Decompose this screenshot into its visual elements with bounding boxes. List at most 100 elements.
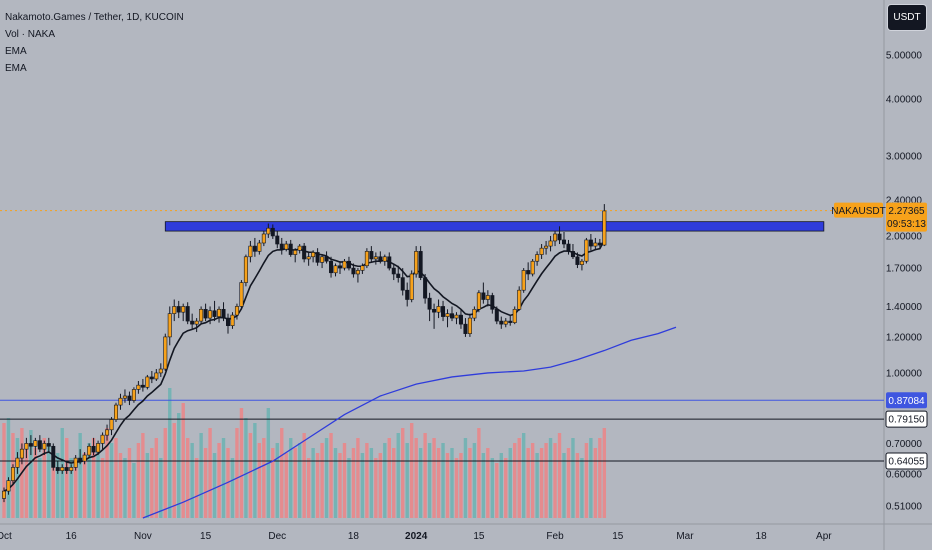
candle-body[interactable] [46,443,51,447]
candle-body[interactable] [19,448,24,459]
candle-body[interactable] [490,295,495,310]
candle-body[interactable] [441,306,446,317]
candle-body[interactable] [114,404,119,420]
candle-body[interactable] [409,273,414,300]
candle-body[interactable] [521,270,526,291]
candle-body[interactable] [288,243,293,255]
candle-body[interactable] [33,440,38,447]
candle-body[interactable] [82,454,87,462]
candle-body[interactable] [176,306,181,313]
candle-body[interactable] [414,251,419,275]
candle-body[interactable] [297,245,302,251]
candle-body[interactable] [467,317,472,334]
candle-body[interactable] [158,368,163,374]
candle-body[interactable] [131,389,136,401]
candle-body[interactable] [423,277,428,299]
candle-body[interactable] [136,384,141,390]
candle-body[interactable] [279,243,284,250]
candle-body[interactable] [145,376,150,388]
candle-body[interactable] [212,310,217,317]
volume-indicator-label[interactable]: Vol · NAKA [5,29,56,40]
candle-body[interactable] [449,313,454,319]
candle-body[interactable] [239,282,244,307]
candle-body[interactable] [284,243,289,250]
ema-indicator-label[interactable]: EMA [5,46,27,57]
candle-body[interactable] [51,445,56,468]
candle-body[interactable] [360,265,365,271]
candle-body[interactable] [185,306,190,322]
candle-body[interactable] [243,256,248,283]
candle-body[interactable] [593,242,598,247]
candle-body[interactable] [499,320,504,325]
candle-body[interactable] [266,227,271,235]
candle-body[interactable] [315,252,320,263]
candle-body[interactable] [105,429,110,436]
candle-body[interactable] [172,306,177,314]
candle-body[interactable] [494,308,499,322]
candle-body[interactable] [597,242,602,246]
candle-body[interactable] [512,308,517,323]
candle-body[interactable] [248,245,253,258]
candle-body[interactable] [391,267,396,275]
candle-body[interactable] [579,260,584,265]
candle-body[interactable] [163,336,168,370]
candle-body[interactable] [526,270,531,275]
candle-body[interactable] [217,308,222,317]
candle-body[interactable] [436,306,441,313]
candle-body[interactable] [311,252,316,258]
candle-body[interactable] [87,445,92,456]
candle-body[interactable] [109,419,114,431]
candle-body[interactable] [535,254,540,262]
candle-body[interactable] [28,443,33,447]
candle-body[interactable] [15,457,20,468]
candle-body[interactable] [548,240,553,247]
candle-body[interactable] [122,395,127,399]
ema-indicator-label[interactable]: EMA [5,63,27,74]
candle-body[interactable] [154,372,159,380]
candle-body[interactable] [306,256,311,260]
candle-body[interactable] [60,467,65,471]
candle-body[interactable] [476,292,481,310]
candle-body[interactable] [544,245,549,249]
candle-body[interactable] [445,313,450,317]
candle-body[interactable] [432,308,437,313]
candle-body[interactable] [566,243,571,252]
candle-body[interactable] [10,467,15,481]
candle-body[interactable] [342,260,347,269]
candle-body[interactable] [588,239,593,247]
candle-body[interactable] [485,295,490,300]
candle-body[interactable] [575,256,580,265]
candle-body[interactable] [463,323,468,334]
candle-body[interactable] [302,245,307,260]
candle-body[interactable] [181,306,186,313]
candle-body[interactable] [481,292,486,300]
candle-body[interactable] [234,306,239,316]
candle-body[interactable] [96,443,101,453]
candle-body[interactable] [199,308,204,322]
resistance-zone[interactable] [164,221,825,232]
candle-body[interactable] [118,397,123,406]
candle-body[interactable] [373,256,378,260]
candle-body[interactable] [221,308,226,319]
candle-body[interactable] [561,239,566,245]
candle-body[interactable] [293,249,298,255]
candle-body[interactable] [78,457,83,462]
candle-body[interactable] [208,310,213,319]
candle-body[interactable] [55,467,60,471]
candle-body[interactable] [530,260,535,275]
candle-body[interactable] [275,235,280,245]
candle-body[interactable] [100,434,105,444]
candle-body[interactable] [91,445,96,453]
candle-body[interactable] [458,314,463,325]
candle-body[interactable] [570,251,575,258]
candle-body[interactable] [149,376,154,380]
candle-body[interactable] [1,490,7,499]
candle-body[interactable] [517,289,522,310]
candle-body[interactable] [508,320,513,323]
candle-body[interactable] [337,265,342,269]
candle-body[interactable] [602,210,607,246]
candle-body[interactable] [472,308,477,319]
candle-body[interactable] [24,443,29,450]
candle-body[interactable] [454,314,459,319]
candle-body[interactable] [6,480,11,492]
